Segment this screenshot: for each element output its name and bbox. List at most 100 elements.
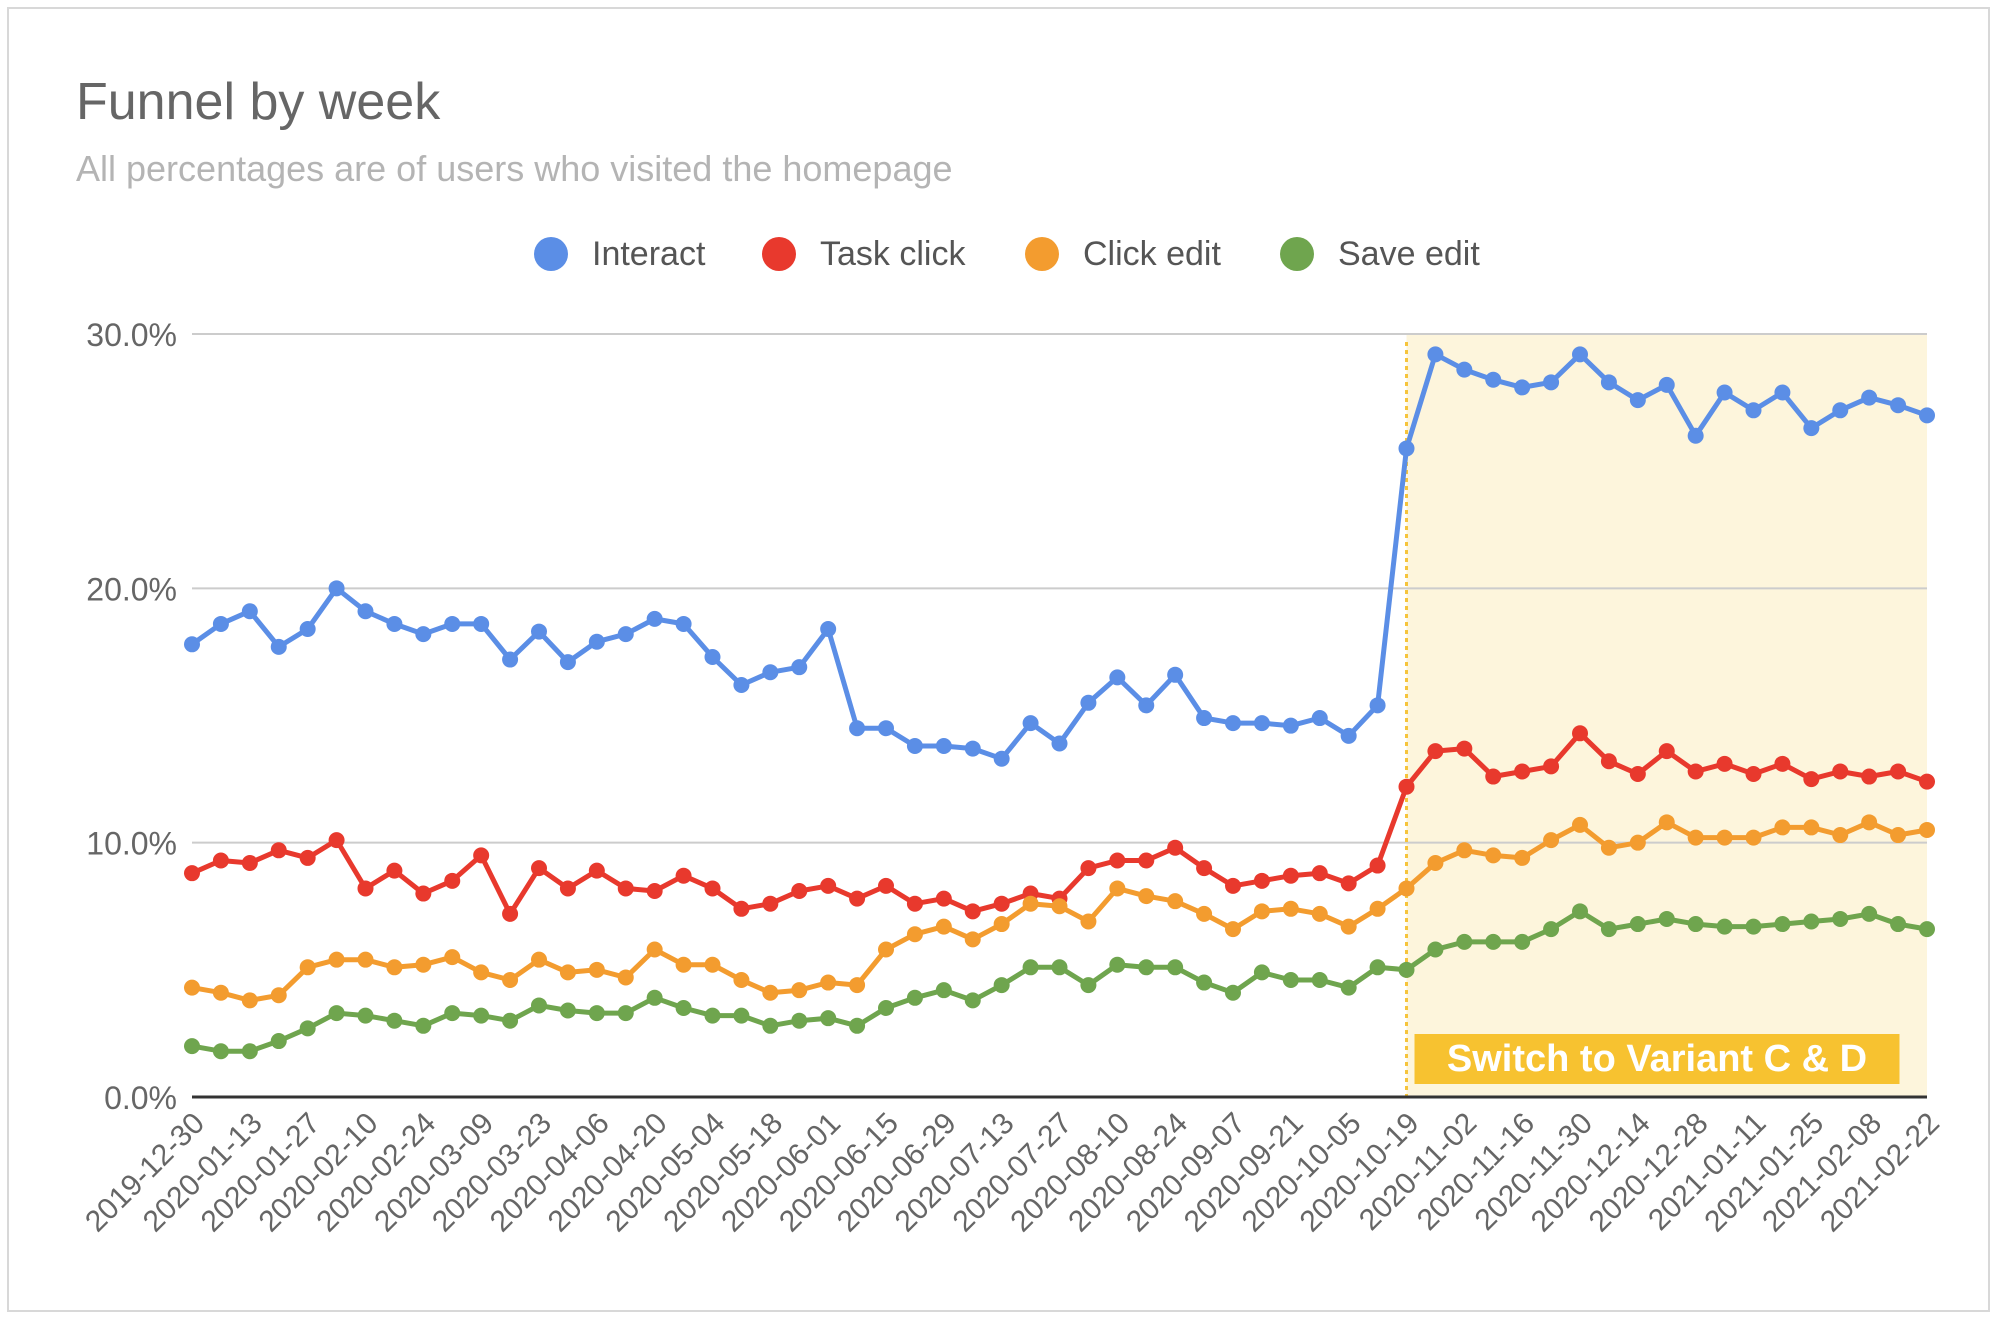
annotation-label-bg <box>1414 1034 1900 1084</box>
data-point-interact <box>993 750 1010 767</box>
data-point-task-click <box>502 905 519 922</box>
data-point-interact <box>906 738 923 755</box>
data-point-save-edit <box>1745 918 1762 935</box>
data-point-click-edit <box>1745 829 1762 846</box>
data-point-task-click <box>1196 860 1213 877</box>
data-point-save-edit <box>1369 959 1386 976</box>
data-point-task-click <box>184 865 200 882</box>
data-point-interact <box>1629 392 1646 409</box>
data-point-task-click <box>1253 872 1270 889</box>
annotation-label: Switch to Variant C & D <box>1447 1038 1867 1080</box>
data-point-save-edit <box>1138 959 1155 976</box>
data-point-interact <box>878 720 894 737</box>
data-point-interact <box>386 615 403 632</box>
data-point-save-edit <box>1427 941 1444 958</box>
data-point-click-edit <box>1369 900 1386 917</box>
data-point-task-click <box>1861 768 1878 785</box>
data-point-interact <box>1919 407 1935 424</box>
data-point-task-click <box>820 877 837 894</box>
data-point-click-edit <box>878 941 894 958</box>
data-point-click-edit <box>1456 842 1473 859</box>
data-point-task-click <box>646 882 663 899</box>
data-point-task-click <box>1485 768 1502 785</box>
data-point-interact <box>1225 715 1241 732</box>
data-point-task-click <box>415 885 432 902</box>
data-point-click-edit <box>212 984 229 1001</box>
data-point-interact <box>1687 427 1704 444</box>
data-point-click-edit <box>1051 898 1068 915</box>
data-point-save-edit <box>1167 959 1184 976</box>
data-point-click-edit <box>1427 855 1444 872</box>
data-point-interact <box>299 621 316 638</box>
data-point-task-click <box>1369 857 1386 874</box>
data-point-task-click <box>1167 839 1184 856</box>
data-point-save-edit <box>328 1005 345 1022</box>
data-point-click-edit <box>1253 903 1270 920</box>
data-point-interact <box>1543 374 1560 391</box>
data-point-save-edit <box>444 1005 461 1022</box>
data-point-save-edit <box>906 989 923 1006</box>
data-point-click-edit <box>1196 905 1213 922</box>
data-point-interact <box>675 615 692 632</box>
data-point-task-click <box>386 862 403 879</box>
data-point-task-click <box>1456 740 1473 757</box>
data-point-click-edit <box>1022 895 1039 912</box>
data-point-interact <box>1311 710 1328 727</box>
data-point-click-edit <box>1138 888 1155 905</box>
data-point-save-edit <box>1572 903 1588 920</box>
data-point-interact <box>1427 346 1444 363</box>
data-point-task-click <box>1572 725 1588 742</box>
data-point-save-edit <box>1196 974 1213 991</box>
data-point-save-edit <box>646 989 663 1006</box>
data-point-task-click <box>1716 755 1733 772</box>
data-point-interact <box>849 720 866 737</box>
data-point-interact <box>646 610 663 627</box>
data-point-interact <box>1340 727 1357 744</box>
data-point-click-edit <box>964 931 981 948</box>
data-point-save-edit <box>762 1017 779 1034</box>
legend-label-save-edit: Save edit <box>1338 235 1480 273</box>
data-point-save-edit <box>386 1012 403 1029</box>
data-point-save-edit <box>1514 933 1531 950</box>
data-point-interact <box>820 621 837 638</box>
data-point-click-edit <box>1629 834 1646 851</box>
data-point-save-edit <box>1398 961 1415 978</box>
data-point-interact <box>444 615 461 632</box>
data-point-save-edit <box>675 999 692 1016</box>
data-point-click-edit <box>299 959 316 976</box>
data-point-task-click <box>1600 753 1617 770</box>
legend-label-click-edit: Click edit <box>1083 235 1221 273</box>
y-tick-label: 0.0% <box>104 1080 177 1116</box>
data-point-task-click <box>1687 763 1704 780</box>
y-tick-label: 30.0% <box>86 317 177 353</box>
data-point-task-click <box>299 849 316 866</box>
data-point-save-edit <box>1225 984 1241 1001</box>
data-point-task-click <box>1340 875 1357 892</box>
data-point-task-click <box>762 895 779 912</box>
data-point-interact <box>1109 669 1126 686</box>
data-point-click-edit <box>1716 829 1733 846</box>
data-point-interact <box>1398 440 1415 457</box>
data-point-task-click <box>1138 852 1155 869</box>
data-point-interact <box>1861 389 1878 406</box>
data-point-interact <box>1832 402 1849 419</box>
data-point-task-click <box>1311 865 1328 882</box>
legend-marker-click-edit <box>1025 237 1059 271</box>
data-point-task-click <box>1832 763 1849 780</box>
data-point-save-edit <box>1109 956 1126 973</box>
annotation-band <box>1406 334 1927 1097</box>
legend: Interact Task click Click edit Save edit <box>534 235 1480 273</box>
data-point-task-click <box>935 890 952 907</box>
data-point-click-edit <box>1890 827 1907 844</box>
data-point-task-click <box>1225 877 1241 894</box>
data-point-save-edit <box>1861 905 1878 922</box>
data-point-save-edit <box>1311 972 1328 989</box>
data-point-click-edit <box>1861 814 1878 831</box>
data-point-click-edit <box>675 956 692 973</box>
data-point-save-edit <box>1456 933 1473 950</box>
data-point-interact <box>1485 371 1502 388</box>
data-point-interact <box>1658 376 1675 393</box>
data-point-task-click <box>531 860 547 877</box>
data-point-click-edit <box>415 956 432 973</box>
data-point-save-edit <box>531 997 547 1014</box>
